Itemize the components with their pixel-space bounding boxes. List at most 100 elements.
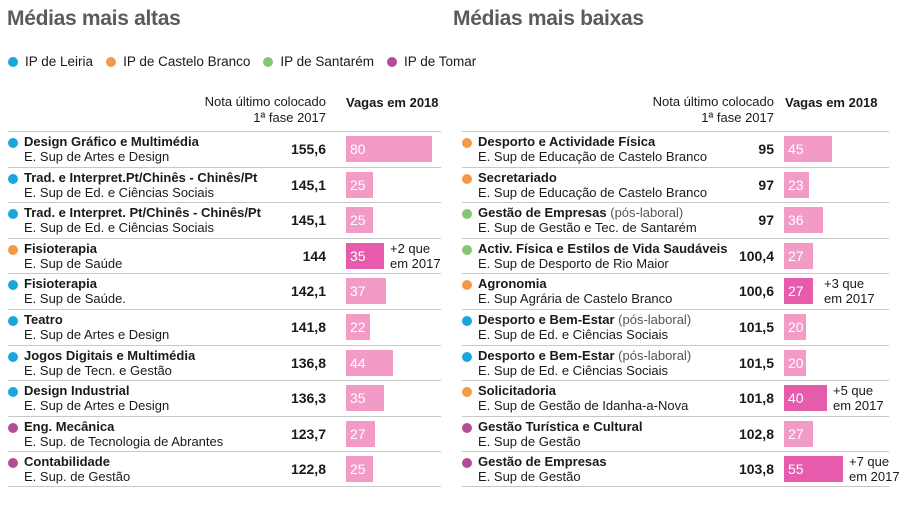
nota-value: 142,1 [290,283,326,300]
course-name: Secretariado [478,170,557,185]
nota-header-right: Nota último colocado 1ª fase 2017 [618,94,774,126]
school-name: E. Sup de Ed. e Ciências Sociais [478,326,669,342]
course-name: Desporto e Bem-Estar (pós-laboral) [478,312,691,327]
legend-dot-castelo-branco [106,56,117,67]
course-name: Eng. Mecânica [24,419,114,434]
table-row: Agronomia E. Sup Agrária de Castelo Branc… [462,273,889,309]
title-lowest: Médias mais baixas [453,7,644,30]
vagas-bar: 27 [784,242,813,269]
legend-dot-tomar [386,56,397,67]
table-row: Desporto e Actividade Física E. Sup de Ed… [462,131,889,167]
institute-dot [8,138,18,148]
school-name: E. Sup de Saúde. [24,291,126,307]
course-name: Design Gráfico e Multimédia [24,134,199,149]
school-name: E. Sup de Desporto de Rio Maior [478,255,669,271]
legend-item-tomar: IP de Tomar [386,54,477,69]
table-row: Teatro E. Sup de Artes e Design 141,8 22 [8,308,441,345]
school-name: E. Sup de Tecn. e Gestão [24,362,172,378]
school-name: E. Sup de Gestão [478,469,581,485]
vagas-bar: 45 [784,136,832,162]
legend-label: IP de Tomar [403,54,477,69]
institute-dot [462,138,472,148]
course-name: Contabilidade [24,454,110,469]
institute-dot [462,173,472,184]
table-highest: Design Gráfico e Multimédia E. Sup de Art… [8,131,441,487]
institute-dot [462,387,472,398]
institute-dot [8,173,18,184]
school-name: E. Sup de Ed. e Ciências Sociais [24,220,215,236]
table-row: Gestão Turística e Cultural E. Sup de Ges… [462,415,889,452]
nota-header-line1: Nota último colocado [204,94,326,109]
legend: IP de Leiria IP de Castelo Branco IP de … [8,53,489,70]
course-label: Solicitadoria [478,383,557,399]
school-name: E. Sup. de Gestão [24,469,131,485]
course-name: Fisioterapia [24,276,97,291]
change-note-line: +5 que [833,383,874,399]
course-label: Desporto e Bem-Estar [478,347,615,363]
table-row: Fisioterapia E. Sup de Saúde 144 35 +2 que em… [8,237,441,274]
legend-item-castelo-branco: IP de Castelo Branco [106,54,250,69]
vagas-bar: 44 [346,349,393,376]
course-label: Agronomia [478,276,547,292]
vagas-bar: 40 [784,385,827,412]
nota-value: 123,7 [290,425,326,442]
course-name: Gestão Turística e Cultural [478,419,642,434]
table-row: Trad. e Interpret. Pt/Chinês - Chinês/Pt… [8,202,441,238]
course-name: Solicitadoria [478,383,556,398]
nota-header-left: Nota último colocado 1ª fase 2017 [170,94,326,126]
institute-dot [462,280,472,291]
school-name: E. Sup. de Tecnologia de Abrantes [24,433,224,449]
course-qualifier: (pós-laboral) [618,311,692,327]
school-name: E. Sup de Educação de Castelo Branco [478,184,708,200]
table-row: Eng. Mecânica E. Sup. de Tecnologia de Ab… [8,415,441,452]
school-name: E. Sup de Ed. e Ciências Sociais [24,184,215,200]
institute-dot [462,244,472,255]
table-lowest: Desporto e Actividade Física E. Sup de Ed… [462,131,900,487]
nota-value: 141,8 [290,318,326,335]
course-label: Activ. Física e Estilos de Vida Saudávei… [478,240,728,256]
course-label: Secretariado [478,169,557,185]
legend-dot-santarem [263,56,274,67]
nota-value: 100,6 [738,283,774,300]
institute-dot [8,422,18,433]
table-row: Trad. e Interpret.Pt/Chinês - Chinês/Pt E… [8,166,441,203]
institute-dot [462,351,472,362]
course-name: Agronomia [478,276,547,291]
table-row: Design Industrial E. Sup de Artes e Desig… [8,380,441,416]
course-label: Desporto e Actividade Física [478,134,656,149]
institute-dot [8,209,18,220]
change-note-line: +3 que [824,276,865,292]
course-name: Jogos Digitais e Multimédia [24,348,195,363]
course-label: Trad. e Interpret.Pt/Chinês - Chinês/Pt [24,169,258,185]
change-note: +5 que em 2017 [833,383,884,413]
course-label: Jogos Digitais e Multimédia [24,347,196,363]
school-name: E. Sup de Artes e Design [24,149,170,164]
institute-dot [462,422,472,433]
change-note-line: em 2017 [390,255,441,271]
vagas-bar: 22 [346,313,370,340]
legend-label: IP de Leiria [25,54,94,69]
table-row: Gestão de Empresas E. Sup de Gestão 103,8 5… [462,451,900,487]
course-label: Eng. Mecânica [24,418,115,434]
legend-label: IP de Castelo Branco [123,54,251,69]
institute-dot [8,244,18,255]
legend-label: IP de Santarém [280,54,374,69]
legend-item-santarem: IP de Santarém [263,54,374,69]
nota-header-line2: 1ª fase 2017 [253,110,326,125]
vagas-bar: 35 [346,242,384,269]
institute-dot [462,458,472,469]
course-label: Fisioterapia [24,240,97,256]
course-name: Trad. e Interpret.Pt/Chinês - Chinês/Pt [24,170,257,185]
change-note-line: em 2017 [833,398,884,414]
course-name: Gestão de Empresas (pós-laboral) [478,205,683,220]
nota-value: 155,6 [290,141,326,157]
institute-dot [8,280,18,291]
change-note: +2 que em 2017 [390,241,441,271]
nota-value: 136,8 [290,354,326,371]
institute-dot [8,315,18,326]
vagas-bar: 25 [346,456,373,483]
nota-value: 145,1 [290,212,326,229]
course-name: Desporto e Bem-Estar (pós-laboral) [478,348,691,363]
school-name: E. Sup de Saúde [24,255,123,271]
vagas-bar: 35 [346,385,384,412]
